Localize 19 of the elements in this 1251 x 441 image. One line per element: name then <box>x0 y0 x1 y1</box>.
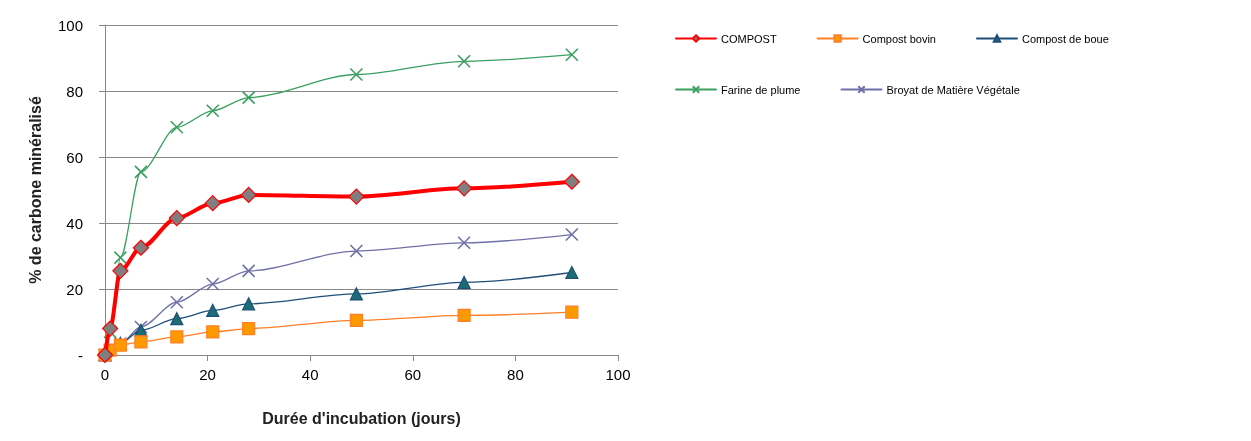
x-tick-label: 0 <box>100 366 110 383</box>
y-tick-label: 60 <box>66 148 83 166</box>
x-axis-title: Durée d'incubation (jours) <box>262 409 461 427</box>
y-tick-label: - <box>78 346 83 364</box>
legend-label: Farine de plume <box>721 83 801 96</box>
x-tick-label: 60 <box>404 366 422 383</box>
y-tick-label: 100 <box>57 16 83 34</box>
legend-label: Broyat de Matière Végétale <box>886 83 1020 96</box>
x-tick-label: 40 <box>301 366 319 383</box>
legend-label: Compost bovin <box>862 32 936 45</box>
y-tick-label: 80 <box>66 82 83 100</box>
y-tick-label: 40 <box>66 214 83 232</box>
x-tick-label: 100 <box>605 366 631 383</box>
x-tick-label: 80 <box>507 366 524 383</box>
legend-label: COMPOST <box>721 32 777 45</box>
y-axis-title: % de carbone minéralisé <box>26 96 44 284</box>
y-tick-label: 20 <box>66 280 83 298</box>
x-tick-label: 20 <box>199 366 216 383</box>
legend-label: Compost de boue <box>1021 32 1109 45</box>
